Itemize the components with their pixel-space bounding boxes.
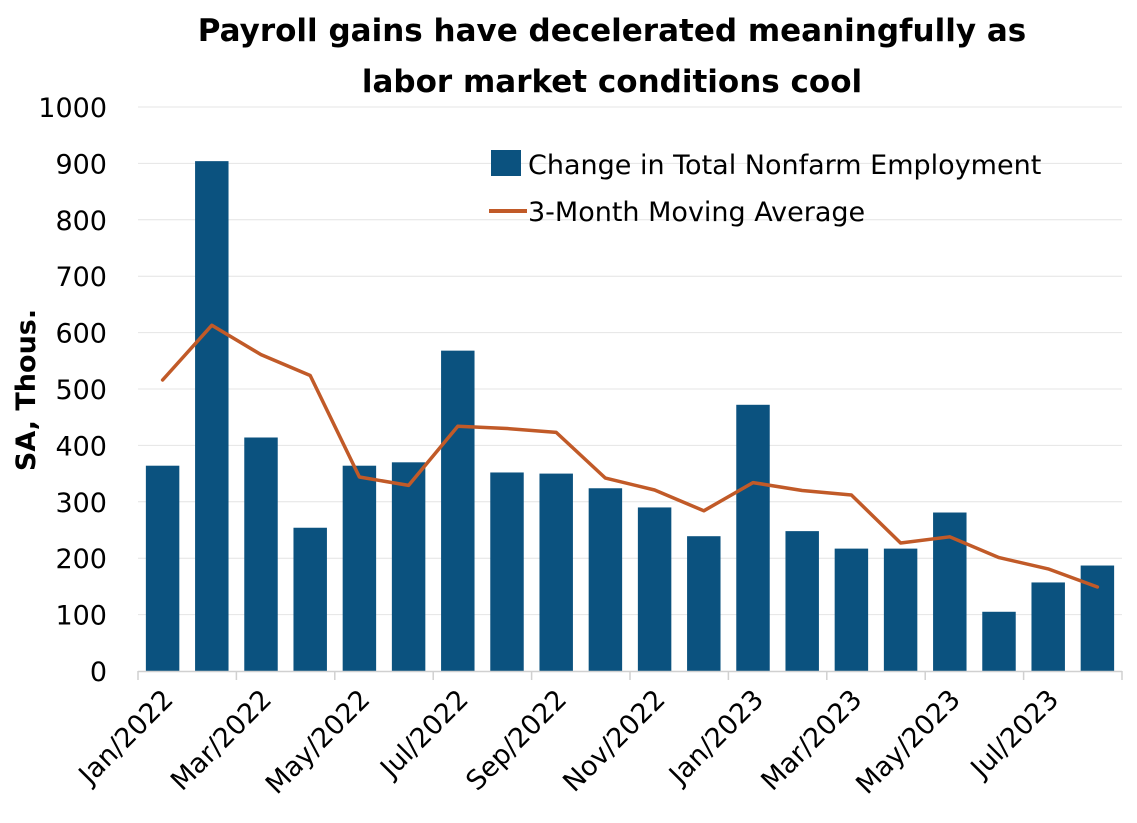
bar <box>588 488 623 671</box>
bar <box>883 548 918 671</box>
x-tick-label: May/2023 <box>850 684 966 800</box>
y-axis-label: SA, Thous. <box>11 309 42 471</box>
y-tick-label: 100 <box>55 601 107 632</box>
bar <box>539 473 573 671</box>
y-tick-label: 500 <box>55 375 107 406</box>
bar <box>441 350 475 671</box>
chart-title-line-2: labor market conditions cool <box>362 64 862 100</box>
bar <box>982 611 1016 671</box>
bar <box>1031 582 1065 671</box>
bar <box>145 465 180 671</box>
bar <box>293 527 327 671</box>
bar <box>391 462 426 671</box>
bar <box>342 465 377 671</box>
gridlines <box>138 106 1122 616</box>
x-axis <box>137 670 1123 680</box>
y-tick-label: 700 <box>55 262 107 293</box>
chart-title: Payroll gains have decelerated meaningfu… <box>198 13 1026 100</box>
y-tick-label: 400 <box>55 431 107 462</box>
legend: Change in Total Nonfarm Employment 3-Mon… <box>489 150 1041 228</box>
y-tick-label: 200 <box>55 544 107 575</box>
x-tick-label: Jul/2022 <box>373 684 474 785</box>
bar <box>195 161 229 672</box>
y-tick-label: 1000 <box>38 93 107 124</box>
y-tick-label: 900 <box>55 149 107 180</box>
moving-average-line <box>160 323 1100 589</box>
x-tick-label: Nov/2022 <box>557 684 671 798</box>
x-tick-label: Jul/2023 <box>964 684 1065 785</box>
y-tick-label: 600 <box>55 319 107 350</box>
bar <box>687 536 721 671</box>
y-tick-label: 800 <box>55 206 107 237</box>
chart-title-line-1: Payroll gains have decelerated meaningfu… <box>198 13 1026 49</box>
bar <box>834 548 869 671</box>
legend-line-label: 3-Month Moving Average <box>528 197 865 228</box>
x-tick-label: Sep/2022 <box>460 684 573 797</box>
bar <box>785 531 819 671</box>
y-tick-label: 300 <box>55 488 107 519</box>
y-axis-ticks: 0 100 200 300 400 500 600 700 800 900 1000 <box>38 93 107 688</box>
bar <box>637 507 672 671</box>
bar <box>736 404 770 671</box>
line-series <box>160 323 1100 589</box>
y-tick-label: 0 <box>90 657 107 688</box>
x-tick-label: Jan/2023 <box>662 684 770 792</box>
x-axis-ticks: Jan/2022Mar/2022May/2022Jul/2022Sep/2022… <box>72 684 1065 800</box>
legend-bar-swatch <box>491 150 521 176</box>
x-tick-label: May/2022 <box>260 684 376 800</box>
legend-bar-label: Change in Total Nonfarm Employment <box>528 150 1041 181</box>
x-tick-label: Jan/2022 <box>72 684 180 792</box>
bar <box>490 472 524 671</box>
bar-series <box>145 161 1115 672</box>
bar <box>244 437 278 671</box>
